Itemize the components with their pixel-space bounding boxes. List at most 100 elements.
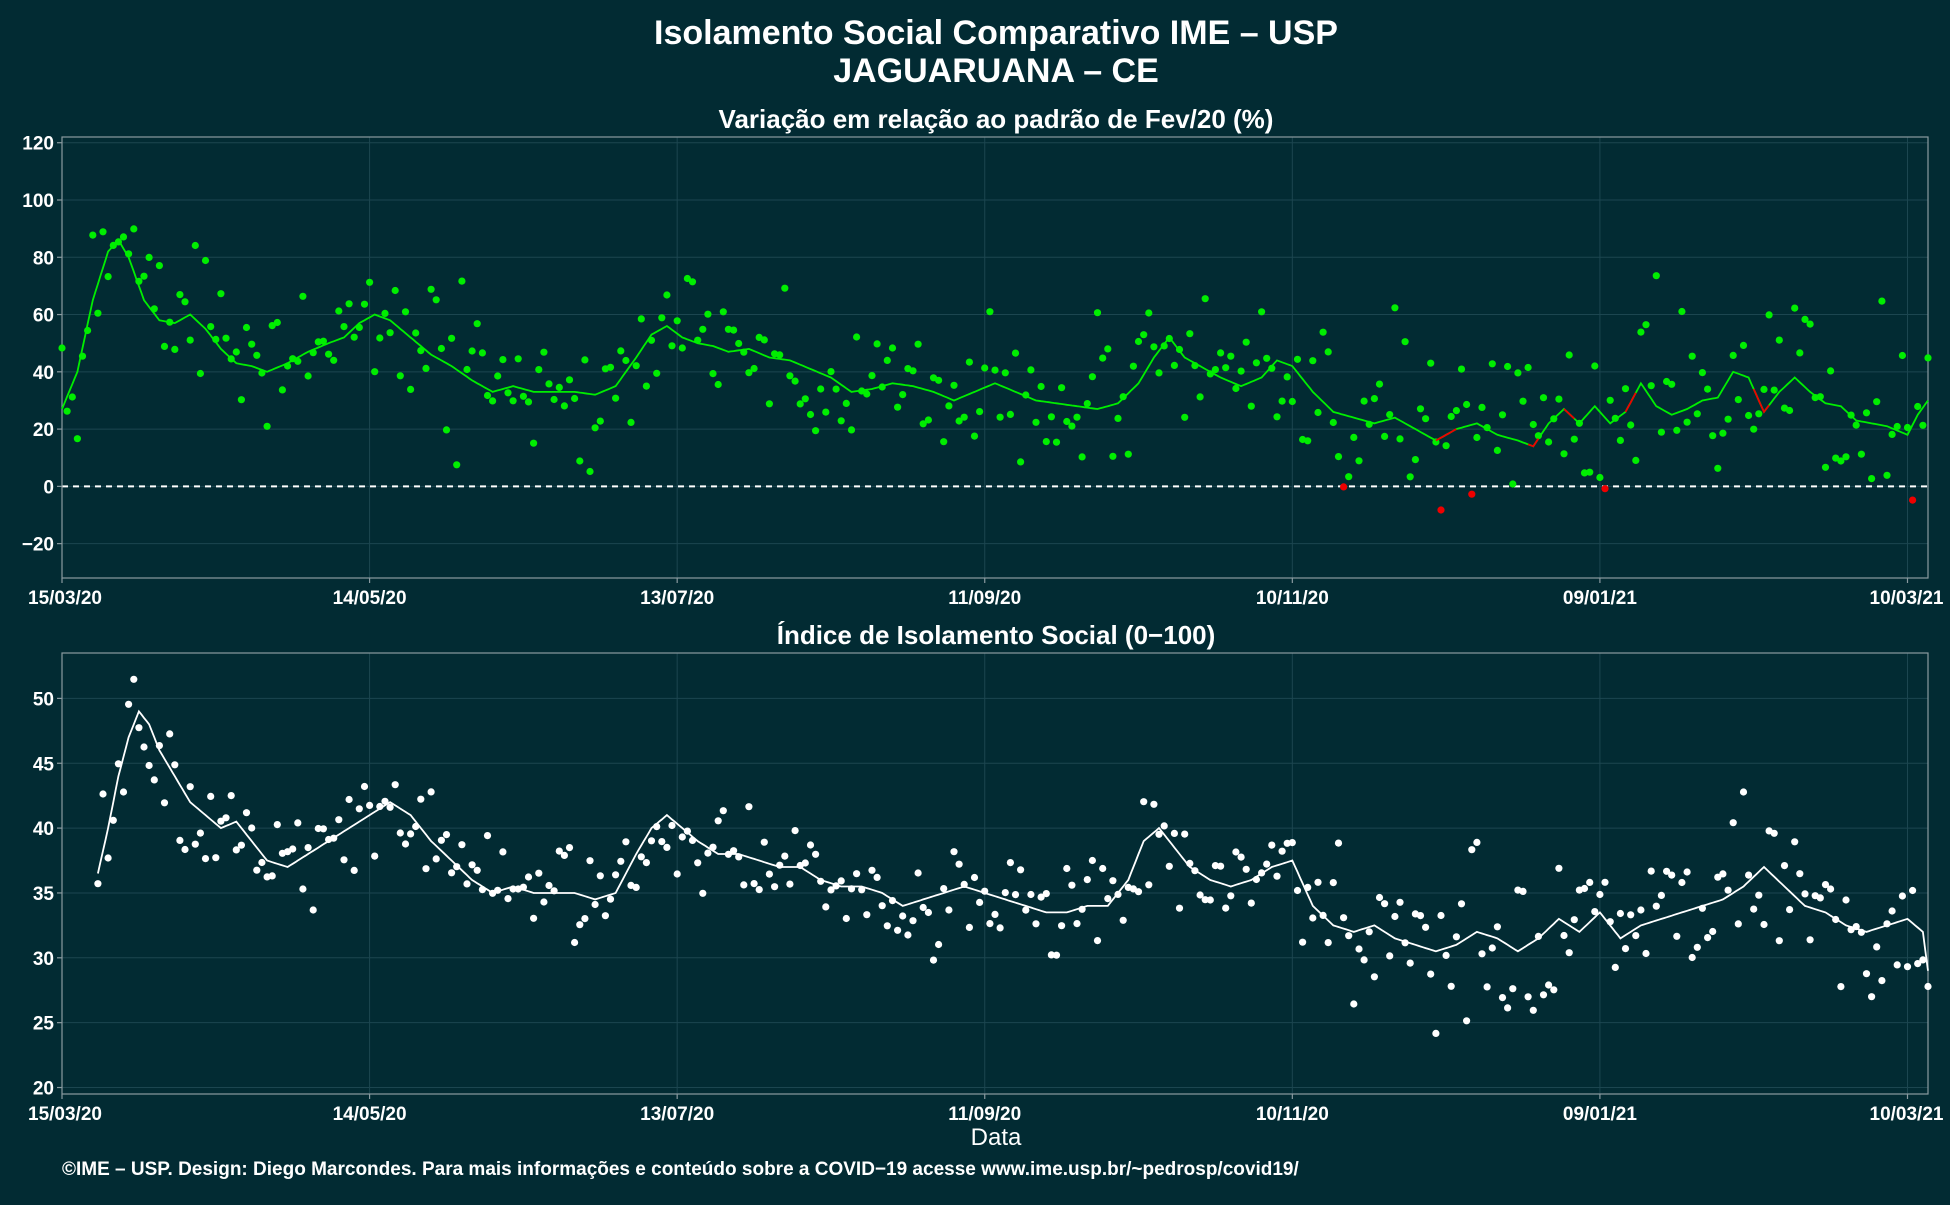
p2-point xyxy=(1345,932,1353,940)
p1-point xyxy=(1211,366,1219,374)
p2-point xyxy=(499,848,507,856)
p2-point xyxy=(1919,956,1927,964)
p1-point xyxy=(1001,369,1009,377)
p2-point xyxy=(730,847,738,855)
p1-point xyxy=(237,396,245,404)
p2-point xyxy=(299,885,307,893)
p2-point xyxy=(576,921,584,929)
p1-point xyxy=(612,394,620,402)
p1-point xyxy=(919,420,927,428)
p1-points xyxy=(58,225,1932,514)
p1-xtick-label-0: 15/03/20 xyxy=(28,588,102,609)
p1-point xyxy=(1011,349,1020,357)
p1-point xyxy=(1801,315,1809,323)
p2-point xyxy=(1463,1017,1471,1025)
p2-point xyxy=(1888,907,1896,915)
p2-point xyxy=(314,824,322,833)
p1-point xyxy=(1719,429,1727,437)
p2-point xyxy=(765,870,774,878)
p1-xtick-label-6: 10/03/21 xyxy=(1870,588,1944,609)
p1-point xyxy=(678,344,686,352)
p2-point xyxy=(1022,906,1030,914)
p1-point xyxy=(637,315,645,323)
p2-point xyxy=(1206,896,1214,904)
p1-point xyxy=(1227,352,1235,360)
p1-point xyxy=(1883,471,1891,479)
p1-point xyxy=(1873,398,1881,406)
p1-point xyxy=(1473,433,1481,442)
p2-point xyxy=(1642,949,1650,958)
p2-point xyxy=(996,924,1004,932)
p2-point xyxy=(1714,873,1722,881)
p1-point xyxy=(1447,412,1455,421)
p1-point xyxy=(683,274,692,283)
p1-point xyxy=(519,392,528,400)
p1-point xyxy=(1739,341,1748,349)
p1-point xyxy=(822,408,830,416)
p2-xtick-label-5: 09/01/21 xyxy=(1563,1104,1637,1125)
p1-point xyxy=(1765,311,1773,319)
p2-point xyxy=(1150,800,1158,808)
p2-point xyxy=(1878,977,1886,985)
p2-point xyxy=(1017,866,1025,874)
p1-point xyxy=(1519,397,1527,405)
p2-point xyxy=(970,873,979,882)
p2-point xyxy=(1068,881,1076,889)
p1-point xyxy=(1083,400,1091,408)
p2-point xyxy=(1755,891,1763,899)
p1-point xyxy=(1217,349,1225,357)
p1-point xyxy=(899,391,907,399)
p2-point xyxy=(1893,961,1901,969)
p1-point xyxy=(1637,328,1645,336)
p1-point xyxy=(1796,349,1804,357)
p1-point xyxy=(1124,450,1132,458)
p1-point xyxy=(1627,421,1635,429)
p1-point xyxy=(1150,343,1158,351)
panel2-plot: 50 45 40 35 30 25 20 15/03/20 14/05/20 13/07/20 11… xyxy=(28,652,1944,1125)
p1-point xyxy=(1555,395,1563,403)
p1-point xyxy=(1370,395,1378,403)
p1-point xyxy=(171,345,179,353)
p2-point xyxy=(253,866,261,874)
p2-point xyxy=(909,917,917,925)
p1-point xyxy=(1145,309,1153,317)
p2-point xyxy=(1519,887,1527,896)
p1-point xyxy=(709,370,717,378)
p2-point xyxy=(1550,986,1558,994)
p1-point xyxy=(1042,438,1050,446)
p1-point xyxy=(1222,364,1230,372)
p1-point xyxy=(704,310,712,318)
p1-point xyxy=(299,292,307,300)
p2-point xyxy=(524,873,533,881)
p1-xtick-label-1: 14/05/20 xyxy=(333,588,407,609)
p2-point xyxy=(704,849,712,857)
p1-point xyxy=(1616,436,1624,444)
p1-point xyxy=(1786,406,1794,415)
p1-point xyxy=(991,366,999,374)
p1-point xyxy=(1350,433,1358,441)
p2-point xyxy=(1288,839,1296,847)
p2-point xyxy=(1924,982,1932,991)
p1-point xyxy=(1888,430,1896,438)
p2-point xyxy=(1104,895,1112,903)
p2-point xyxy=(1734,920,1742,928)
p1-point xyxy=(653,369,661,377)
p1-point xyxy=(1104,345,1112,353)
p1-point xyxy=(422,364,430,372)
p2-point xyxy=(386,803,394,811)
p2-point xyxy=(1324,939,1332,947)
p2-point xyxy=(571,938,579,947)
p1-point xyxy=(273,318,281,327)
p2-point xyxy=(873,873,881,882)
p2-point xyxy=(160,799,169,807)
p1-point xyxy=(1668,380,1676,388)
p1-point xyxy=(888,344,897,352)
p2-point xyxy=(1637,906,1645,914)
p2-point xyxy=(924,908,933,917)
p1-point xyxy=(1391,304,1399,312)
p2-point xyxy=(642,859,651,867)
p1-point xyxy=(360,300,369,308)
p1-point xyxy=(945,402,953,410)
p2-point xyxy=(1058,922,1066,930)
p2-point xyxy=(289,845,297,853)
